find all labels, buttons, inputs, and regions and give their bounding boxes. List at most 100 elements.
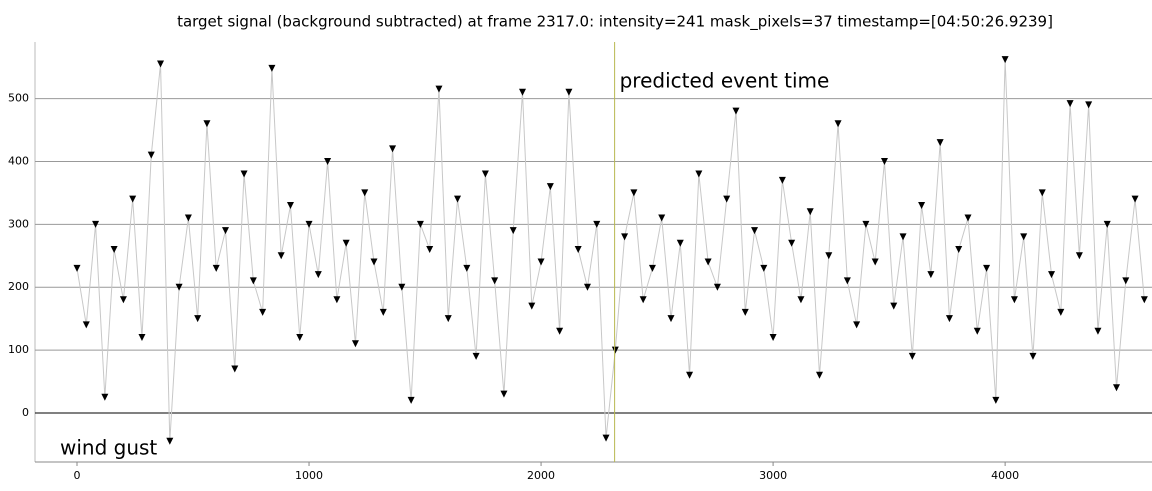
data-point (658, 214, 666, 222)
data-point (518, 88, 526, 96)
data-point (806, 208, 814, 216)
data-point (1048, 271, 1056, 279)
data-point (556, 327, 564, 335)
data-point (110, 245, 118, 253)
data-point (435, 85, 443, 93)
data-point (908, 352, 916, 360)
data-point (927, 271, 935, 279)
signal-line (76, 59, 1145, 442)
data-point (1075, 252, 1083, 260)
data-point (1140, 296, 1148, 304)
event-label: predicted event time (620, 69, 830, 93)
data-point (389, 145, 397, 153)
data-point (277, 252, 285, 260)
data-point (500, 390, 508, 398)
data-point (305, 220, 313, 228)
data-point (138, 334, 146, 342)
data-point (648, 264, 656, 272)
data-point (259, 308, 267, 316)
data-point (472, 352, 480, 360)
data-point (676, 239, 684, 247)
data-point (686, 371, 694, 379)
data-point (1112, 384, 1120, 392)
data-point (407, 396, 415, 404)
data-point (509, 227, 517, 235)
data-point (621, 233, 629, 241)
data-point (871, 258, 879, 266)
data-point (194, 315, 202, 323)
data-point (379, 308, 387, 316)
data-point (73, 264, 81, 272)
data-point (1066, 100, 1074, 108)
data-point (82, 321, 90, 329)
data-point (92, 220, 100, 228)
data-point (723, 195, 731, 203)
y-tick-label: 400 (8, 154, 29, 167)
data-point (834, 120, 842, 128)
data-point (398, 283, 406, 291)
data-point (565, 88, 573, 96)
data-point (899, 233, 907, 241)
data-point (639, 296, 647, 304)
data-point (583, 283, 591, 291)
data-point (1001, 56, 1009, 64)
data-point (351, 340, 359, 348)
data-point (546, 183, 554, 191)
data-point (695, 170, 703, 178)
data-point (184, 214, 192, 222)
data-point (240, 170, 248, 178)
data-point (286, 201, 294, 209)
data-point (361, 189, 369, 197)
y-tick-label: 0 (22, 406, 29, 419)
x-tick-label: 4000 (991, 469, 1019, 482)
data-point (815, 371, 823, 379)
data-point (862, 220, 870, 228)
data-point (704, 258, 712, 266)
data-point (983, 264, 991, 272)
data-point (1131, 195, 1139, 203)
data-point (778, 176, 786, 184)
data-point (296, 334, 304, 342)
data-point (175, 283, 183, 291)
data-point (249, 277, 257, 285)
data-point (203, 120, 211, 128)
data-point (1122, 277, 1130, 285)
y-tick-label: 200 (8, 280, 29, 293)
data-point (342, 239, 350, 247)
data-point (231, 365, 239, 373)
data-point (602, 434, 610, 442)
data-point (1029, 352, 1037, 360)
data-point (157, 60, 165, 68)
data-point (964, 214, 972, 222)
data-point (667, 315, 675, 323)
data-point (426, 245, 434, 253)
y-tick-label: 100 (8, 343, 29, 356)
data-point (825, 252, 833, 260)
data-point (1010, 296, 1018, 304)
data-point (853, 321, 861, 329)
data-point (166, 437, 174, 445)
data-point (741, 308, 749, 316)
data-point (788, 239, 796, 247)
data-point (324, 157, 332, 165)
data-point (491, 277, 499, 285)
data-point (1020, 233, 1028, 241)
x-tick-label: 3000 (759, 469, 787, 482)
data-point (630, 189, 638, 197)
data-point (221, 227, 229, 235)
x-tick-label: 0 (73, 469, 80, 482)
data-point (880, 157, 888, 165)
annotation: wind gust (60, 436, 157, 460)
chart-title: target signal (background subtracted) at… (177, 13, 1053, 32)
x-tick-label: 1000 (295, 469, 323, 482)
data-point (1038, 189, 1046, 197)
data-point (333, 296, 341, 304)
data-point (760, 264, 768, 272)
data-point (955, 245, 963, 253)
data-point (537, 258, 545, 266)
data-point (129, 195, 137, 203)
data-point (936, 139, 944, 147)
data-point (481, 170, 489, 178)
data-point (119, 296, 127, 304)
data-point (212, 264, 220, 272)
